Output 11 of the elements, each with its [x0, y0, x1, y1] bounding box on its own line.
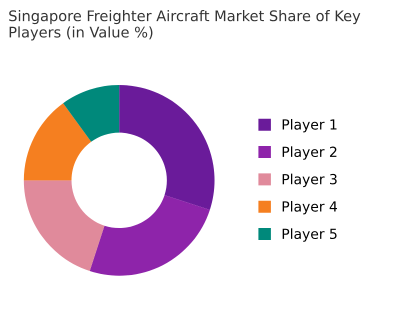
- donut-slice: [63, 85, 120, 142]
- donut-slice: [24, 180, 104, 272]
- legend-label: Player 4: [282, 200, 338, 214]
- donut-slice: [24, 103, 92, 180]
- chart-title: Singapore Freighter Aircraft Market Share of Key Players (in Value %): [9, 10, 360, 40]
- legend-label: Player 5: [282, 228, 337, 242]
- donut-slice: [119, 85, 215, 210]
- legend-label: Player 2: [282, 146, 336, 160]
- legend-label: Player 1: [282, 118, 337, 132]
- donut-slice: [90, 195, 210, 276]
- legend-label: Player 3: [282, 174, 337, 188]
